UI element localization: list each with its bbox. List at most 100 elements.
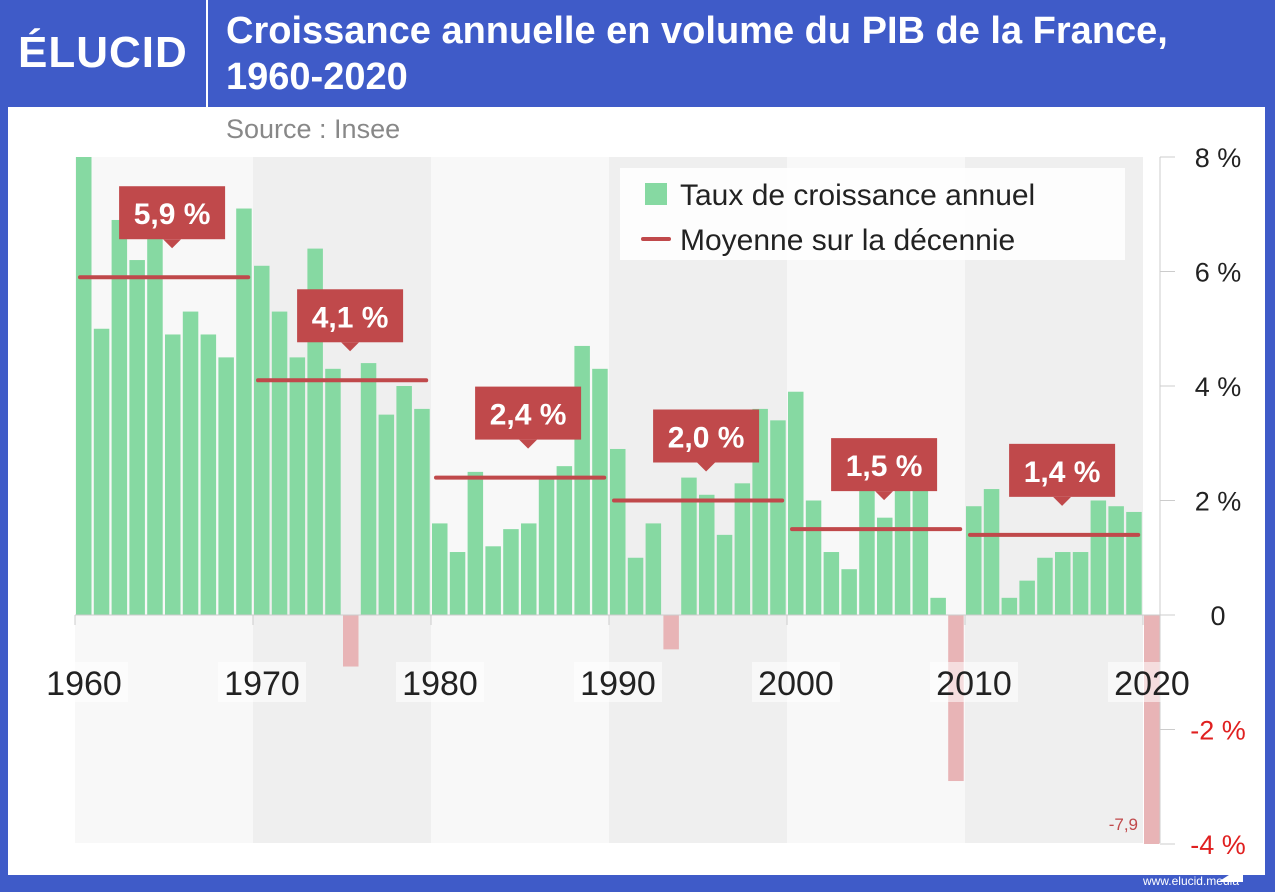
bar-1985 [521,523,537,615]
legend [620,168,1125,260]
legend-label: Taux de croissance annuel [680,179,1035,212]
average-label: 1,5 % [846,450,923,483]
elucid-logo: ÉLUCID [18,28,188,77]
bar-2007 [912,489,929,615]
bar-2016 [1072,552,1089,615]
bar-2017 [1090,500,1107,615]
annotation-label: -7,9 [1109,815,1138,834]
average-label: 5,9 % [134,198,211,231]
bar-1981 [449,552,466,615]
bar-1965 [165,334,181,615]
bar-2001 [805,500,822,615]
bar-1969 [236,208,252,615]
bar-2006 [894,483,911,615]
x-tick-label-bg [40,662,128,702]
bar-1996 [716,534,733,615]
elucid-mark-icon [1218,866,1243,882]
bar-2011 [983,489,1000,615]
x-tick-label: 2000 [758,665,834,703]
bar-1987 [556,466,573,615]
x-tick-label: 1990 [580,665,656,703]
y-tick-label: 2 % [1195,487,1242,517]
bar-1967 [200,334,217,615]
average-label-box [119,186,226,240]
bar-2008 [930,597,946,615]
bar-1982 [467,471,484,615]
average-label-pointer [1053,496,1072,506]
footer-url: www.elucid.media [1142,874,1239,888]
bar-1962 [111,219,128,615]
bar-1964 [147,237,163,615]
bar-1975 [343,615,359,667]
x-tick-label-bg [752,662,840,702]
x-tick-label-bg [1108,662,1196,702]
bar-1974 [325,368,341,615]
y-tick-label: 8 % [1195,143,1242,173]
average-label-box [1009,443,1116,497]
bar-1983 [485,546,501,615]
bar-1963 [129,260,145,615]
bar-2005 [877,517,893,615]
average-label-pointer [341,342,360,352]
bar-2019 [1126,511,1142,615]
bar-1989 [592,368,608,615]
y-tick-label: -2 % [1190,716,1246,746]
x-tick-label-bg [396,662,484,702]
bar-2010 [966,506,982,615]
x-tick-label: 2010 [936,665,1012,703]
bar-1988 [574,345,590,615]
bar-1977 [378,414,395,615]
header-divider [206,0,208,107]
bar-1979 [414,408,430,615]
bar-1971 [271,311,288,615]
bar-2018 [1108,506,1124,615]
bar-1986 [538,477,555,615]
legend-label: Moyenne sur la décennie [680,224,1015,257]
average-label: 2,0 % [668,422,745,455]
average-label: 2,4 % [490,399,567,432]
bar-2020 [1144,615,1160,844]
bar-1972 [289,357,306,615]
bar-1968 [218,357,234,615]
bar-1970 [254,265,270,615]
bar-1990 [610,448,626,615]
legend-swatch-bars [645,183,667,205]
bar-2013 [1019,580,1035,615]
x-tick-label: 1970 [224,665,300,703]
decade-band [787,157,965,843]
average-label-box [831,438,938,492]
bar-2000 [788,391,804,615]
bar-1961 [93,328,110,615]
chart-source: Source : Insee [226,114,401,144]
average-label: 1,4 % [1024,456,1101,489]
y-tick-label: 6 % [1195,258,1242,288]
average-label: 4,1 % [312,301,389,334]
average-label-box [297,289,404,343]
chart-title: Croissance annuelle en volume du PIB de … [226,10,1168,98]
average-label-pointer [697,462,716,472]
bar-1976 [360,363,377,615]
bar-1980 [432,523,448,615]
bar-2002 [823,552,840,615]
x-tick-label: 1960 [46,665,122,703]
average-label-box [653,409,760,463]
y-tick-label: 0 [1210,601,1225,631]
x-tick-label-bg [574,662,662,702]
bar-1995 [699,494,715,615]
y-tick-label: 4 % [1195,372,1242,402]
bar-2004 [859,483,875,615]
average-label-pointer [519,439,538,449]
bar-1984 [503,529,519,615]
bar-1978 [396,386,412,615]
bar-1999 [770,420,786,615]
average-label-pointer [875,491,894,501]
bar-1997 [734,483,751,615]
x-tick-label: 2020 [1114,665,1190,703]
bar-2012 [1001,597,1018,615]
bar-1993 [663,615,679,650]
bar-1992 [645,523,662,615]
bar-1994 [681,477,697,615]
x-tick-label-bg [218,662,306,702]
bar-2015 [1055,552,1071,615]
